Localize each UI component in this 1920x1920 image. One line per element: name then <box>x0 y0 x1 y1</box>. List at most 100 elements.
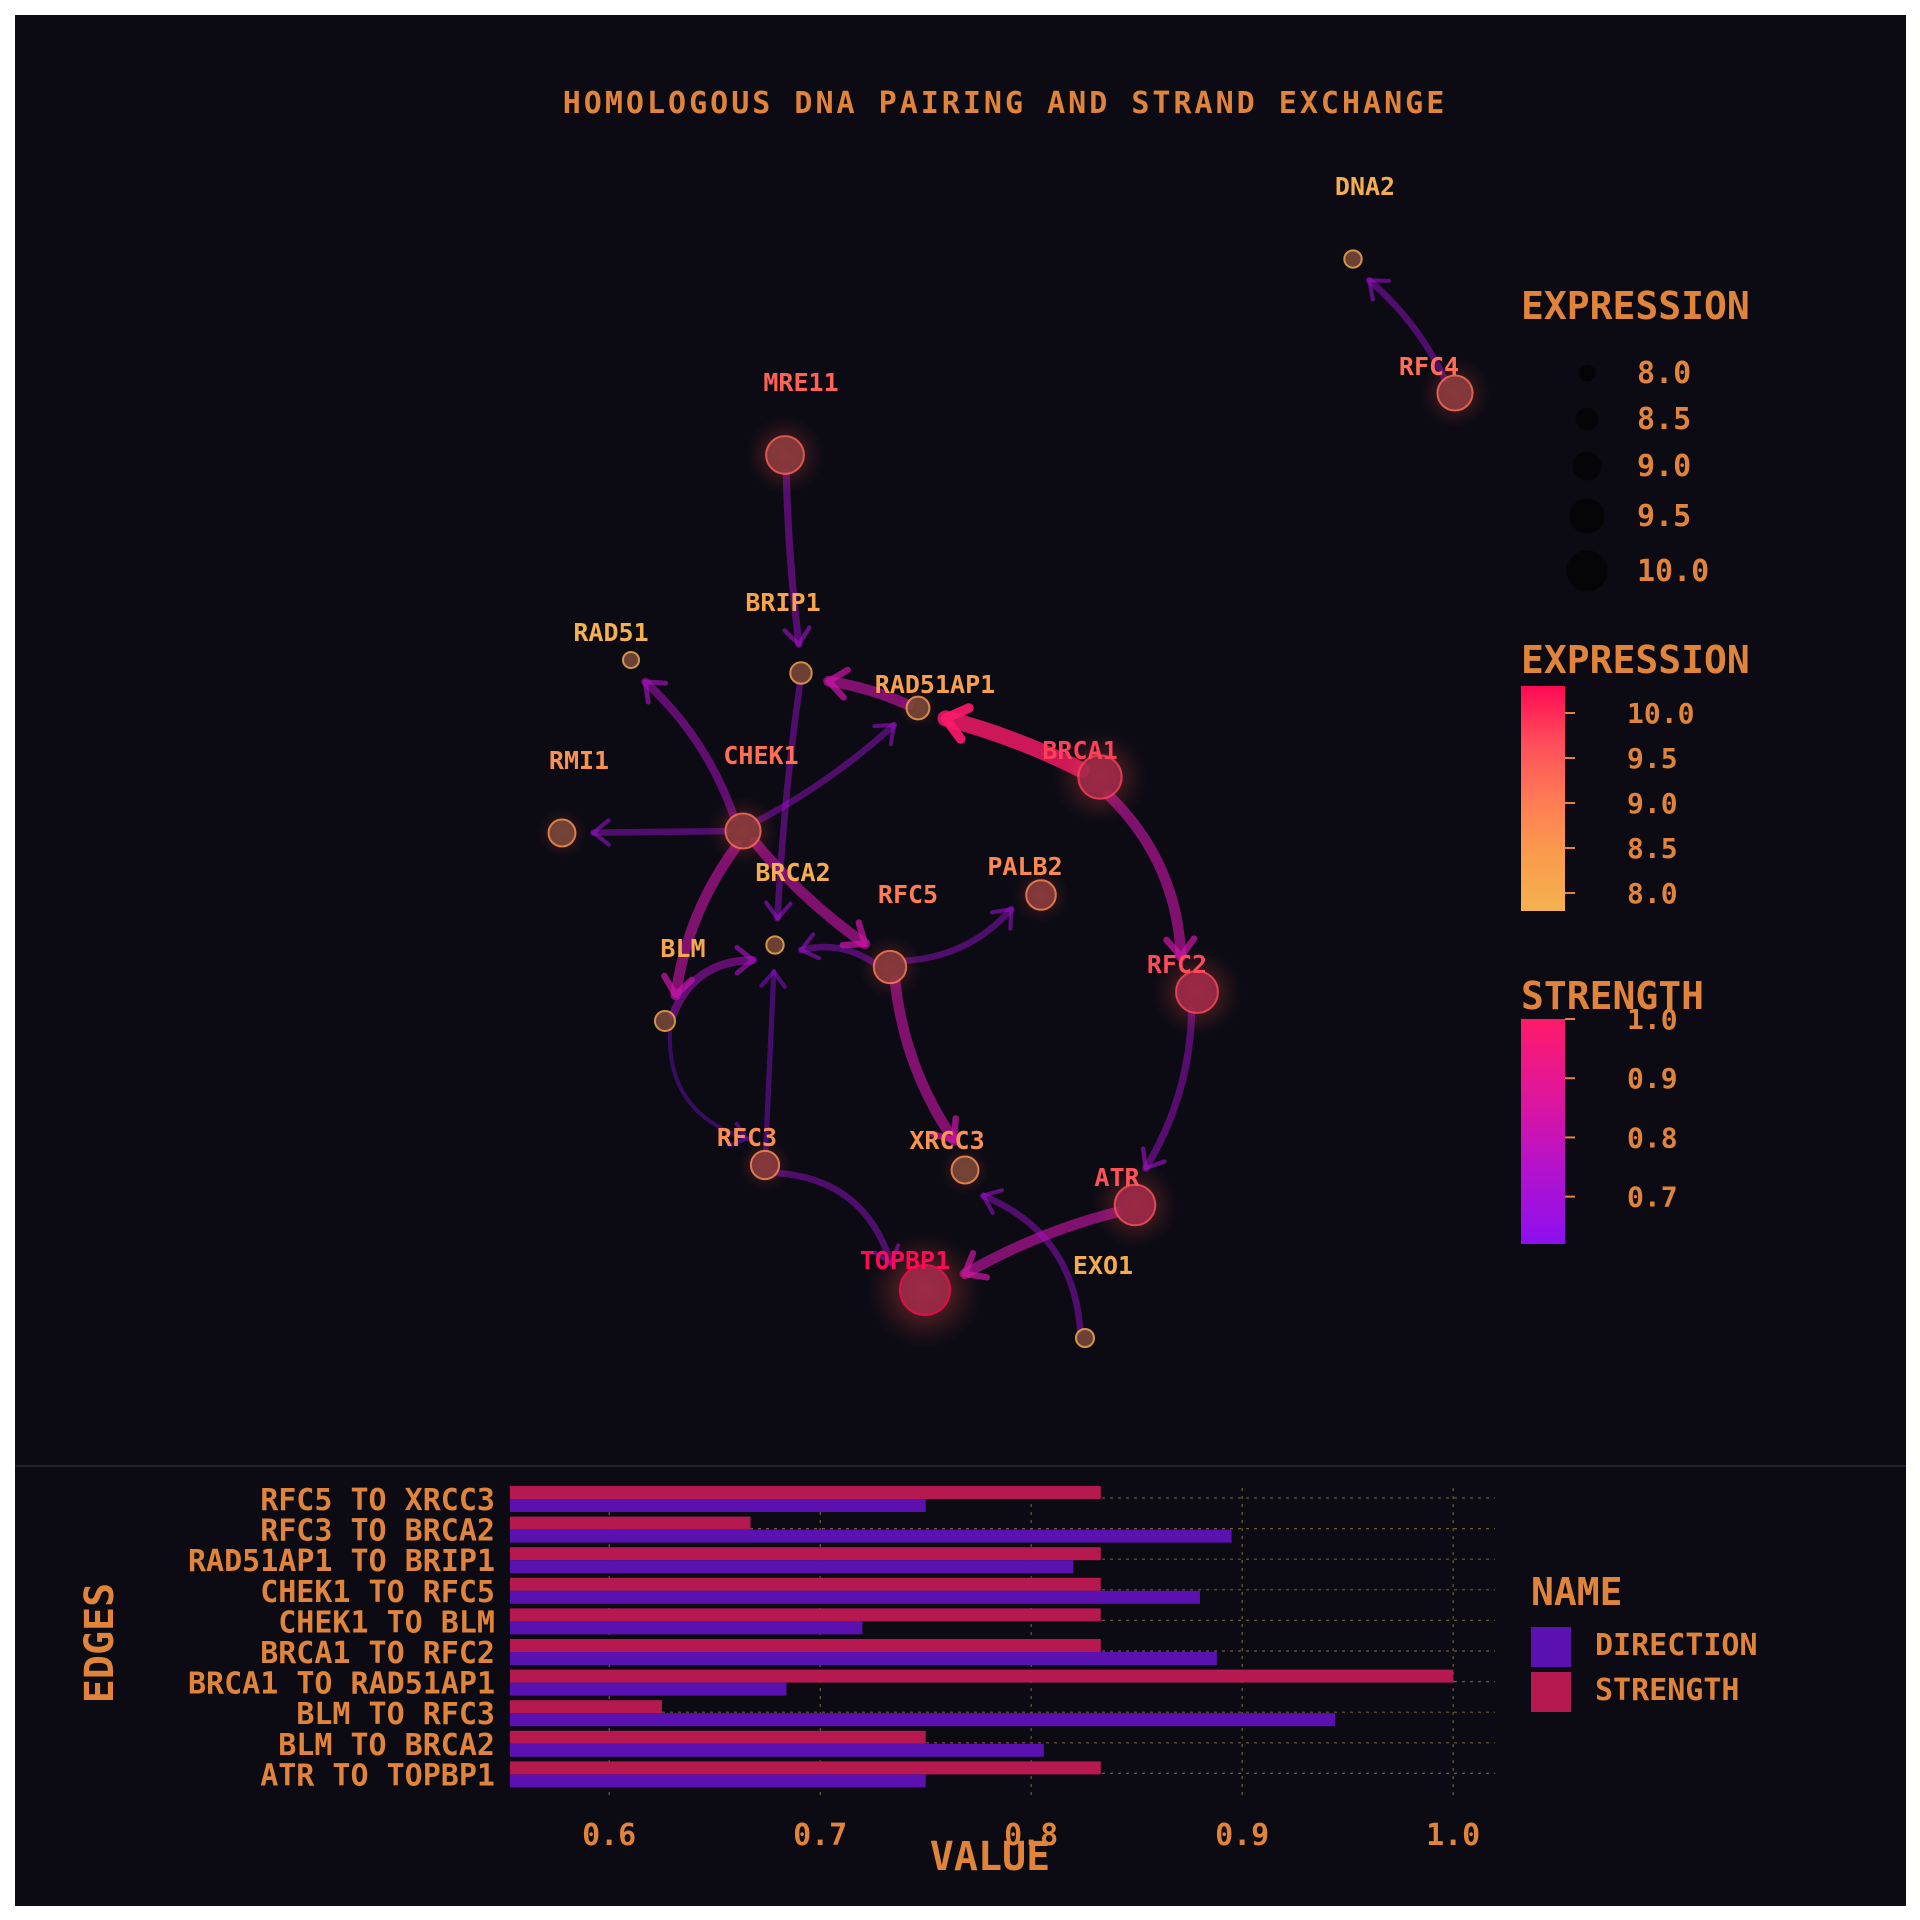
node-rfc3: RFC3 <box>717 1123 792 1192</box>
bar-direction <box>510 1774 926 1788</box>
bar-strength <box>510 1516 751 1530</box>
bar-category-label: BRCA1 to RAD51AP1 <box>188 1667 495 1702</box>
bar-row-9: ATR to TOPBP1 <box>260 1758 1101 1793</box>
bar-category-label: BLM to RFC3 <box>296 1697 495 1732</box>
node-label-rfc2: RFC2 <box>1147 950 1207 979</box>
bar-direction <box>510 1499 926 1512</box>
bar-row-8: BLM to BRCA2 <box>278 1728 1044 1763</box>
bar-row-6: BRCA1 to RAD51AP1 <box>188 1667 1454 1702</box>
colorbar-tick-label: 0.8 <box>1627 1121 1678 1154</box>
node-label-mre11: MRE11 <box>763 368 838 397</box>
bar-y-label: edges <box>77 1583 123 1703</box>
node-label-dna2: DNA2 <box>1335 172 1395 201</box>
edge-rfc5-xrcc3 <box>889 975 960 1146</box>
edge-mre11-brip1 <box>782 468 812 648</box>
colorbar-tick-label: 0.7 <box>1627 1181 1678 1214</box>
bar-direction <box>510 1529 1232 1543</box>
bar-legend-swatch-direction <box>1531 1627 1571 1667</box>
edge-brca1-rfc2 <box>1102 789 1198 962</box>
edge-brip1-brca2 <box>764 679 804 922</box>
bar-strength <box>510 1608 1101 1622</box>
node-label-palb2: PALB2 <box>987 852 1062 881</box>
bar-strength <box>510 1761 1101 1775</box>
legend-size: Expression 8.0 8.5 9.0 9.5 10.0 <box>1521 284 1750 592</box>
colorbar-tick-label: 8.5 <box>1627 832 1678 865</box>
bar-category-label: RFC3 to BRCA2 <box>260 1514 495 1549</box>
bar-x-tick-label: 0.6 <box>582 1818 636 1853</box>
bar-category-label: BRCA1 to RFC2 <box>260 1636 495 1671</box>
node-rmi1: RMI1 <box>537 746 609 858</box>
node-xrcc3: XRCC3 <box>909 1126 990 1195</box>
bar-x-label: value <box>930 1834 1050 1880</box>
bar-legend-label-direction: direction <box>1595 1628 1758 1663</box>
colorbar-tick-label: 0.9 <box>1627 1062 1678 1095</box>
node-rad51ap1: RAD51AP1 <box>875 670 995 728</box>
size-legend-dot <box>1569 498 1605 534</box>
bar-row-3: CHEK1 to RFC5 <box>260 1575 1200 1610</box>
node-label-brip1: BRIP1 <box>745 588 820 617</box>
size-legend-dot <box>1578 364 1596 382</box>
bar-legend-swatch-strength <box>1531 1672 1571 1712</box>
node-atr: ATR <box>1092 1162 1178 1248</box>
bar-legend-title: name <box>1531 1570 1623 1614</box>
colorbar-tick-label: 1.0 <box>1627 1003 1678 1036</box>
legend-color-title: Expression <box>1521 638 1750 682</box>
bar-row-1: RFC3 to BRCA2 <box>260 1514 1232 1549</box>
size-legend-dot <box>1572 451 1602 481</box>
bar-legend: name direction strength <box>1531 1570 1758 1712</box>
edge-chek1-rad51 <box>641 677 739 822</box>
edge-rfc3-brca2 <box>759 969 787 1155</box>
strength-colorbar <box>1521 1019 1565 1244</box>
bar-category-label: RFC5 to XRCC3 <box>260 1483 495 1518</box>
node-label-brca2: BRCA2 <box>755 858 830 887</box>
edge-chek1-rmi1 <box>590 818 731 847</box>
node-rad51: RAD51 <box>573 618 649 669</box>
bar-strength <box>510 1639 1101 1652</box>
size-legend-label: 9.5 <box>1637 499 1691 534</box>
bar-strength <box>510 1547 1101 1561</box>
node-exo1: EXO1 <box>1073 1251 1133 1349</box>
chart-title: Homologous DNA Pairing and Strand Exchan… <box>563 86 1448 121</box>
bar-direction <box>510 1621 863 1635</box>
node-label-brca1: BRCA1 <box>1042 736 1117 765</box>
size-legend-dot <box>1566 550 1608 592</box>
node-brip1: BRIP1 <box>745 588 821 685</box>
bar-row-0: RFC5 to XRCC3 <box>260 1483 1101 1518</box>
colorbar-tick-label: 10.0 <box>1627 697 1694 730</box>
colorbar-tick-label: 9.0 <box>1627 787 1678 820</box>
edge-blm-brca2 <box>668 944 758 1020</box>
bar-category-label: RAD51AP1 to BRIP1 <box>188 1544 495 1579</box>
size-legend-label: 8.5 <box>1637 402 1691 437</box>
bar-x-tick-label: 0.9 <box>1215 1818 1269 1853</box>
bar-strength <box>510 1577 1101 1591</box>
bar-strength <box>510 1669 1454 1683</box>
node-label-blm: BLM <box>660 934 705 963</box>
bar-strength <box>510 1486 1101 1499</box>
node-topbp1: TOPBP1 <box>860 1232 983 1348</box>
bar-direction <box>510 1682 787 1696</box>
node-rfc4: RFC4 <box>1399 352 1490 428</box>
node-label-rfc4: RFC4 <box>1399 352 1459 381</box>
size-legend-label: 9.0 <box>1637 449 1691 484</box>
bar-x-tick-label: 0.8 <box>1004 1818 1058 1853</box>
chart-svg: Homologous DNA Pairing and Strand Exchan… <box>15 86 1906 1880</box>
size-legend-label: 8.0 <box>1637 356 1691 391</box>
bar-strength <box>510 1700 662 1714</box>
node-rfc5: RFC5 <box>858 880 938 999</box>
node-blm: BLM <box>653 934 706 1033</box>
network-nodes: DNA2 RFC4 MRE11 BRIP1 RAD51 RAD51AP1 BRCA1 RMI1… <box>537 172 1490 1349</box>
bar-row-4: CHEK1 to BLM <box>278 1605 1101 1640</box>
bar-category-label: BLM to BRCA2 <box>278 1728 495 1763</box>
size-legend-dot <box>1575 407 1599 431</box>
bar-direction <box>510 1713 1336 1727</box>
bar-direction <box>510 1652 1217 1665</box>
node-chek1: CHEK1 <box>708 741 799 866</box>
bar-row-7: BLM to RFC3 <box>296 1697 1336 1732</box>
node-label-topbp1: TOPBP1 <box>860 1246 950 1275</box>
bar-row-5: BRCA1 to RFC2 <box>260 1636 1217 1671</box>
node-label-xrcc3: XRCC3 <box>909 1126 984 1155</box>
node-brca1: BRCA1 <box>1042 730 1147 824</box>
bar-legend-label-strength: strength <box>1595 1673 1740 1708</box>
edge-chek1-rad51ap1 <box>752 721 898 826</box>
